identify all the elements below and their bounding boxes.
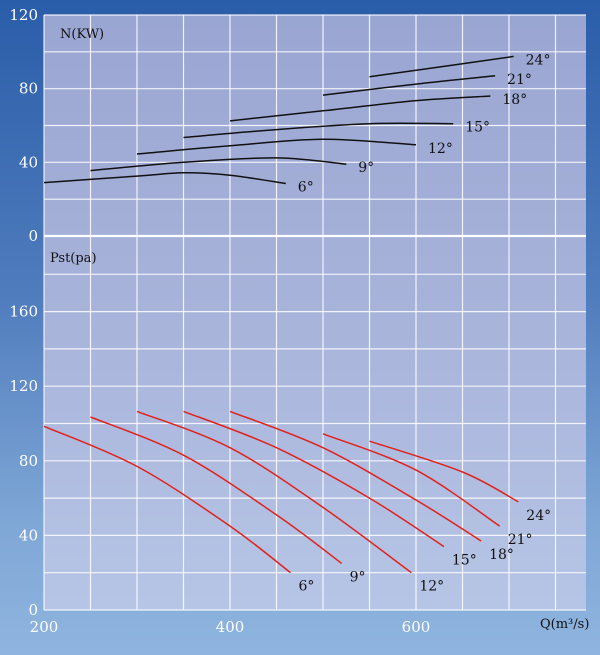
pressure-curve-label: 9° [350, 569, 366, 585]
power-curve-24deg [369, 55, 514, 78]
pressure-curve-15deg [183, 410, 445, 548]
pressure-y-tick: 160 [9, 303, 38, 321]
power-curve-label: 6° [298, 180, 314, 196]
plot-area [44, 15, 586, 610]
power-curve-label: 21° [507, 72, 532, 88]
pressure-curve-9deg [90, 416, 343, 564]
pressure-curve-label: 18° [489, 547, 514, 563]
power-curve-9deg [90, 157, 347, 172]
pressure-y-tick: 0 [28, 601, 38, 619]
power-curve-label: 18° [502, 92, 527, 108]
power-axis-title: N(KW) [60, 27, 104, 42]
power-curve-label: 12° [428, 141, 453, 157]
x-tick: 400 [216, 618, 245, 636]
pressure-curve-label: 21° [508, 532, 533, 548]
pressure-curve-6deg [43, 425, 291, 574]
pressure-y-tick: 40 [19, 526, 38, 544]
grid-lines [43, 14, 586, 611]
flow-axis-title: Q(m³/s) [540, 617, 589, 632]
power-curve-18deg [229, 95, 491, 122]
power-y-tick: 120 [9, 6, 38, 24]
pressure-curve-21deg [322, 433, 501, 527]
power-y-tick: 0 [28, 227, 38, 245]
x-tick: 600 [402, 618, 431, 636]
pressure-curve-label: 15° [452, 553, 477, 569]
power-curve-15deg [183, 122, 454, 139]
pressure-y-tick: 80 [19, 452, 38, 470]
power-curve-label: 24° [526, 52, 551, 68]
power-y-tick: 80 [19, 80, 38, 98]
power-curve-label: 9° [358, 160, 374, 176]
power-curve-label: 15° [465, 120, 490, 136]
pressure-curve-24deg [369, 440, 519, 503]
pressure-curve-12deg [136, 410, 412, 574]
pressure-curve-label: 12° [419, 579, 444, 595]
x-tick: 200 [30, 618, 59, 636]
curve-labels: 6°9°12°15°18°21°24°6°9°12°15° 18°21°24° [298, 52, 551, 594]
pressure-y-tick: 120 [9, 377, 38, 395]
pressure-curve-18deg [229, 410, 482, 542]
pressure-axis-title: Pst(pa) [50, 251, 97, 266]
curve-layer [43, 55, 519, 574]
pressure-curve-label: 6° [298, 579, 314, 595]
power-y-tick: 40 [19, 153, 38, 171]
power-curve-21deg [322, 75, 496, 96]
power-curve-12deg [136, 138, 417, 155]
power-curve-6deg [43, 172, 286, 185]
pressure-curve-label: 24° [526, 508, 551, 524]
